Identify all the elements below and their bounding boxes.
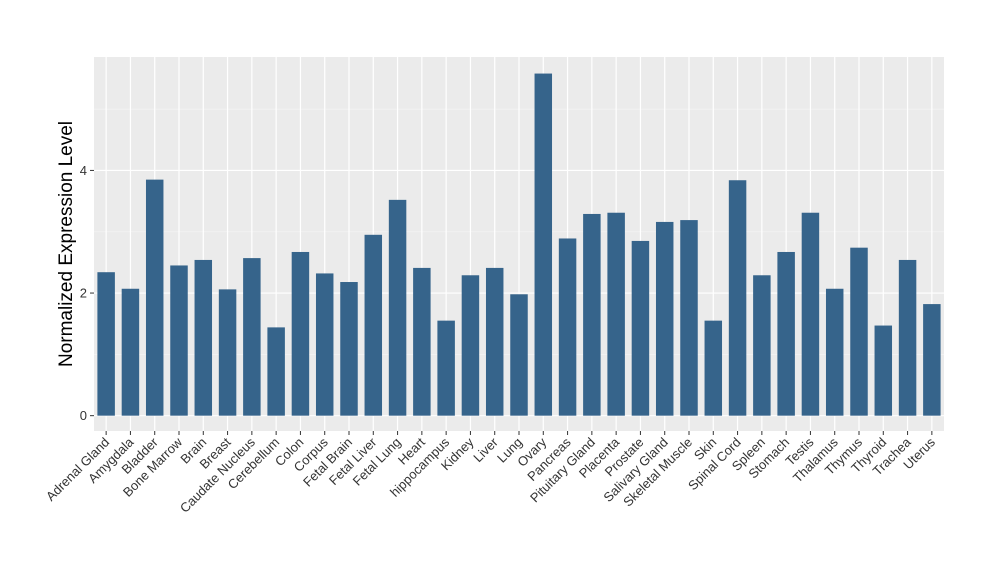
- bar: [510, 294, 528, 416]
- bar: [291, 251, 310, 416]
- bar: [485, 267, 504, 416]
- bar: [825, 288, 844, 416]
- bar: [218, 289, 237, 416]
- y-axis-title: Normalized Expression Level: [56, 121, 77, 367]
- x-tick-label: Liver: [470, 434, 501, 465]
- bar: [874, 325, 893, 416]
- bar: [121, 288, 140, 416]
- bar: [340, 282, 358, 416]
- y-tick-label: 4: [80, 163, 87, 178]
- bar: [728, 180, 747, 416]
- bar: [388, 199, 407, 416]
- bar: [753, 275, 771, 416]
- bar: [194, 259, 213, 416]
- bars: [97, 73, 941, 416]
- bar: [243, 258, 261, 416]
- bar: [583, 213, 601, 416]
- bar: [655, 221, 674, 416]
- bar: [97, 272, 115, 416]
- bar: [850, 247, 868, 416]
- bar: [437, 320, 455, 416]
- bar: [777, 251, 795, 416]
- bar: [898, 259, 917, 416]
- bar: [315, 273, 334, 416]
- bar: [631, 240, 650, 416]
- bar: [413, 267, 431, 416]
- bar: [558, 238, 577, 416]
- bar: [461, 275, 480, 416]
- bar: [170, 265, 188, 416]
- bar: [267, 327, 285, 416]
- bar: [923, 304, 941, 416]
- bar: [534, 73, 553, 416]
- y-axis: 0 2 4: [80, 163, 94, 423]
- bar: [801, 212, 820, 416]
- bar: [364, 234, 383, 416]
- bar: [607, 212, 625, 416]
- bar: [704, 320, 723, 416]
- bar: [145, 179, 164, 416]
- bar: [680, 220, 698, 416]
- y-tick-label: 2: [80, 286, 87, 301]
- y-tick-label: 0: [80, 408, 87, 423]
